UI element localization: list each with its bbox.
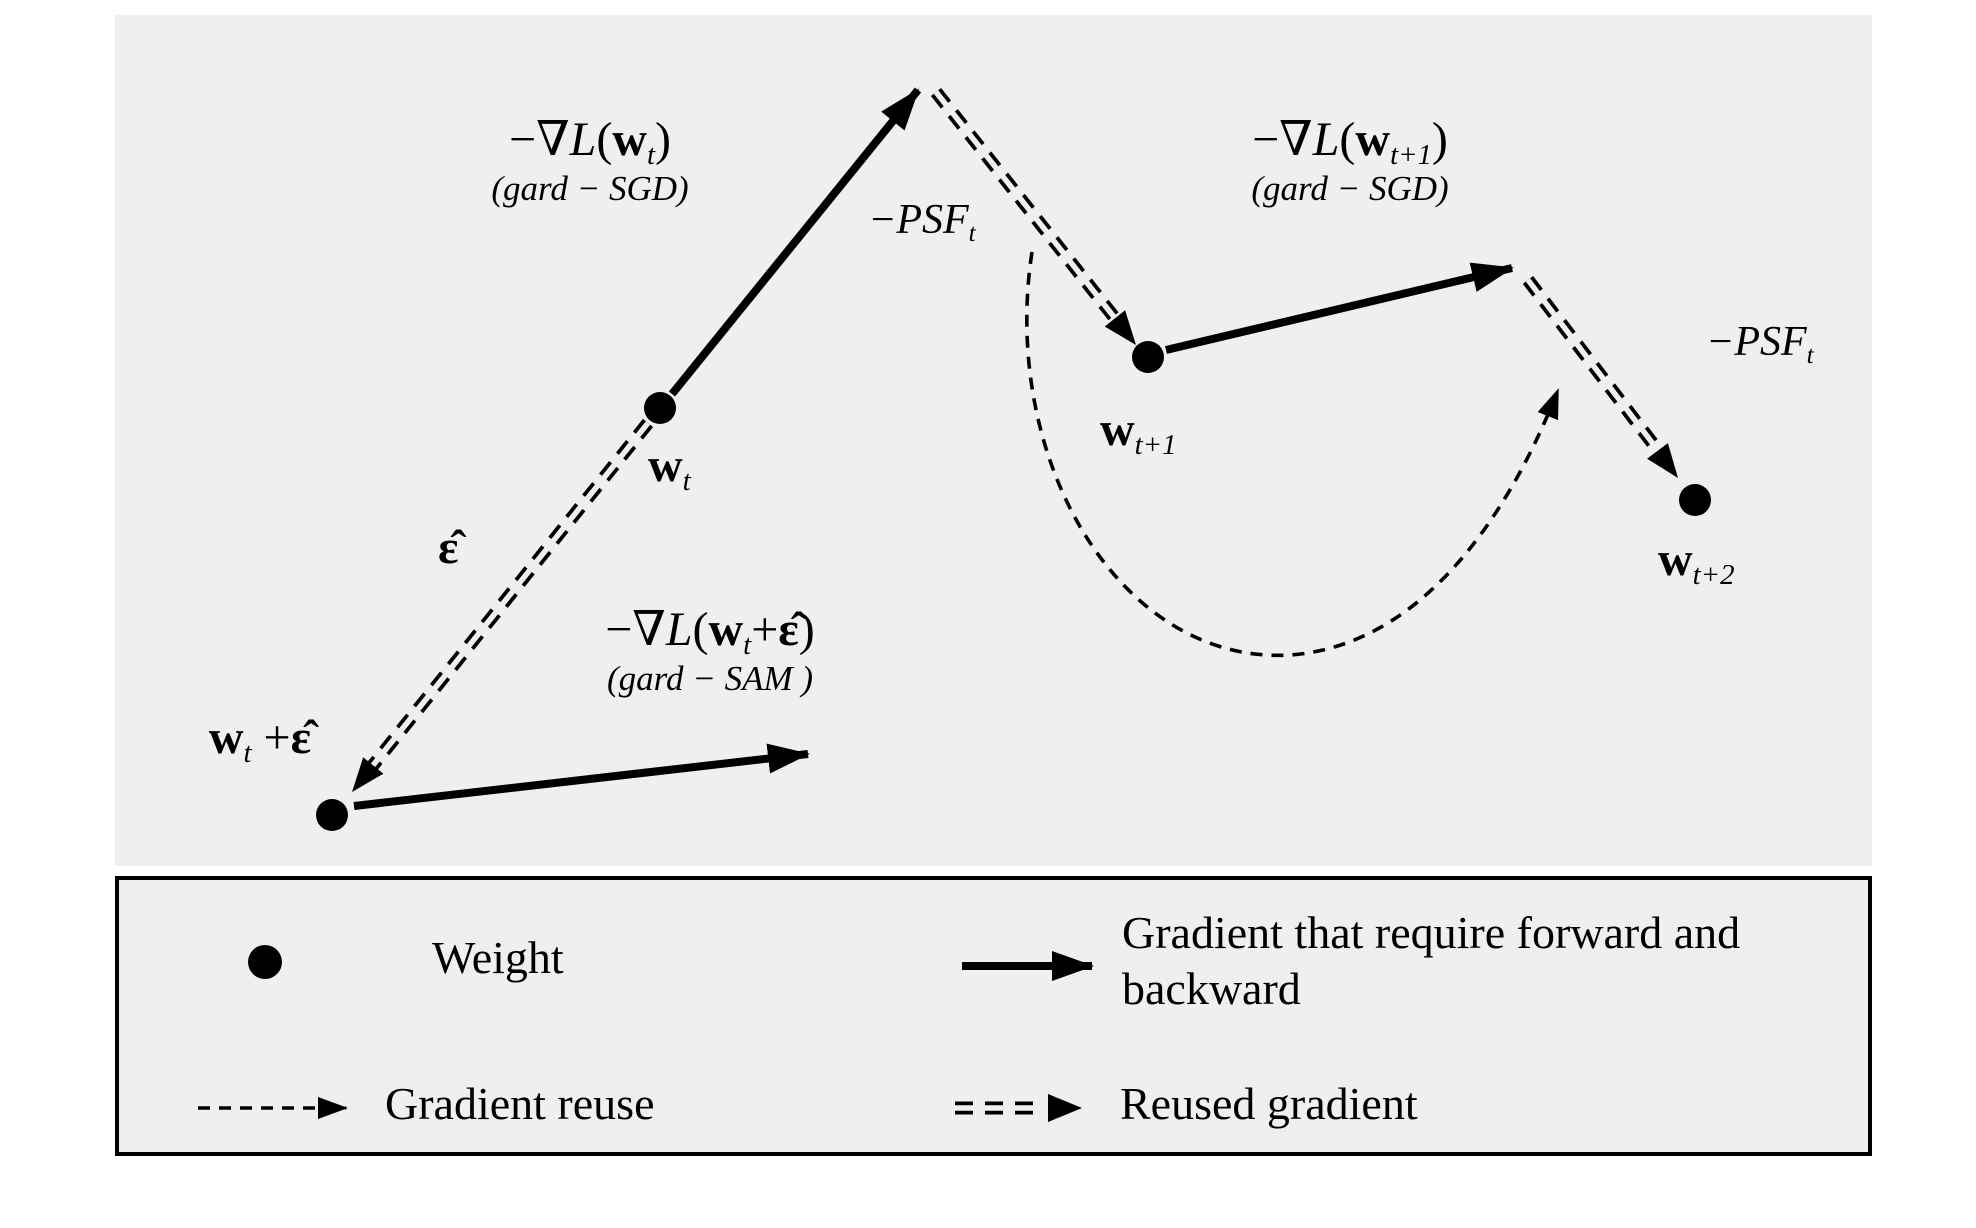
label-grad-sgd-t-caption: (gard − SGD) <box>491 169 689 209</box>
weight-dot-wt2 <box>1679 484 1711 516</box>
label-w-t-eps: wt +ε̂ <box>208 711 312 769</box>
weight-dot-wt-eps <box>316 799 348 831</box>
label-psf-t-right: −PSFt <box>1706 319 1814 369</box>
label-w-t1: wt+1 <box>1100 403 1177 461</box>
weight-dot-wt <box>644 392 676 424</box>
label-psf-t-left: −PSFt <box>868 197 976 247</box>
gradient-reuse-curve-arrow <box>1025 251 1560 657</box>
sgd-gradient-arrow-t <box>668 87 922 397</box>
label-grad-sam-caption: (gard − SAM ) <box>606 659 814 699</box>
weight-dot-wt1 <box>1132 341 1164 373</box>
reused-gradient-arrow-psf-t-right <box>1522 276 1678 478</box>
double-dashed-arrow-icon <box>955 1094 1082 1122</box>
label-grad-sgd-t-formula: −∇L(wt) <box>509 113 671 171</box>
epsilon-perturbation-arrow <box>352 418 654 792</box>
label-grad-sam-formula: −∇L(wt+ε̂) <box>605 603 815 661</box>
legend-label-gradient-reuse: Gradient reuse <box>385 1078 655 1129</box>
label-w-t: wt <box>648 439 691 497</box>
label-w-t2: wt+2 <box>1658 533 1735 591</box>
legend-label-reused-gradient: Reused gradient <box>1120 1078 1418 1129</box>
legend-label-weight: Weight <box>432 932 564 983</box>
label-epsilon: ε̂ <box>438 521 459 574</box>
label-grad-sam: −∇L(wt+ε̂) (gard − SAM ) <box>500 602 920 699</box>
legend-label-solid-gradient: Gradient that require forward and backwa… <box>1122 907 1741 1015</box>
weight-dot-icon <box>248 945 282 979</box>
sam-gradient-arrow <box>353 743 810 810</box>
label-grad-sgd-t1-caption: (gard − SGD) <box>1251 169 1449 209</box>
label-grad-sgd-t1: −∇L(wt+1) (gard − SGD) <box>1155 112 1545 209</box>
sgd-gradient-arrow-t1 <box>1165 262 1514 354</box>
label-grad-sgd-t: −∇L(wt) (gard − SGD) <box>410 112 770 209</box>
reused-gradient-arrow-psf-t <box>930 87 1136 345</box>
label-grad-sgd-t1-formula: −∇L(wt+1) <box>1252 113 1448 171</box>
